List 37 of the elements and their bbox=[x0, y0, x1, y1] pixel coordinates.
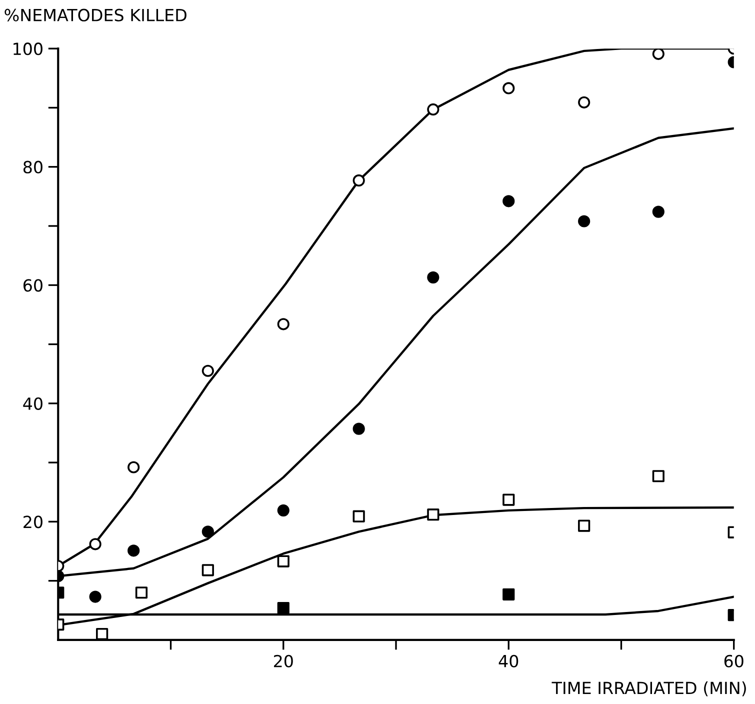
point bbox=[352, 510, 365, 522]
y-tick-label: 60 bbox=[24, 279, 42, 292]
point bbox=[96, 628, 108, 640]
y-axis-title: %NEMATODES KILLED bbox=[4, 8, 186, 22]
x-axis-title: TIME IRRADIATED (MIN) bbox=[552, 681, 746, 696]
point bbox=[128, 544, 140, 557]
point bbox=[652, 48, 664, 60]
point bbox=[502, 82, 515, 94]
point bbox=[427, 103, 440, 116]
y-tick-label: 20 bbox=[24, 516, 42, 528]
point bbox=[502, 195, 515, 208]
point bbox=[578, 215, 590, 228]
y-tick-label: 40 bbox=[23, 397, 42, 410]
x-tick-label: 60 bbox=[724, 654, 744, 668]
point bbox=[277, 555, 290, 568]
point bbox=[202, 364, 214, 377]
point bbox=[352, 174, 365, 187]
x-tick-label: 40 bbox=[498, 654, 518, 668]
point bbox=[578, 520, 590, 532]
point bbox=[427, 271, 440, 284]
point bbox=[89, 538, 102, 550]
point bbox=[277, 504, 290, 516]
point bbox=[89, 590, 102, 603]
point bbox=[652, 470, 664, 482]
point bbox=[202, 564, 214, 576]
point bbox=[277, 318, 290, 330]
point bbox=[502, 494, 515, 506]
y-tick-label: 80 bbox=[23, 160, 42, 174]
point bbox=[352, 422, 365, 435]
point bbox=[202, 526, 214, 538]
y-tick-label: 100 bbox=[14, 42, 42, 56]
point bbox=[652, 206, 664, 218]
point bbox=[135, 586, 148, 599]
x-tick-label: 20 bbox=[274, 654, 293, 668]
point bbox=[578, 96, 590, 108]
point bbox=[427, 508, 440, 521]
point bbox=[128, 461, 140, 474]
